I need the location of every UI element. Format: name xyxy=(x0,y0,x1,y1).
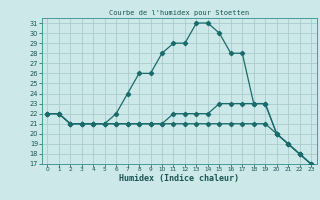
Title: Courbe de l'humidex pour Stoetten: Courbe de l'humidex pour Stoetten xyxy=(109,10,249,16)
X-axis label: Humidex (Indice chaleur): Humidex (Indice chaleur) xyxy=(119,174,239,183)
